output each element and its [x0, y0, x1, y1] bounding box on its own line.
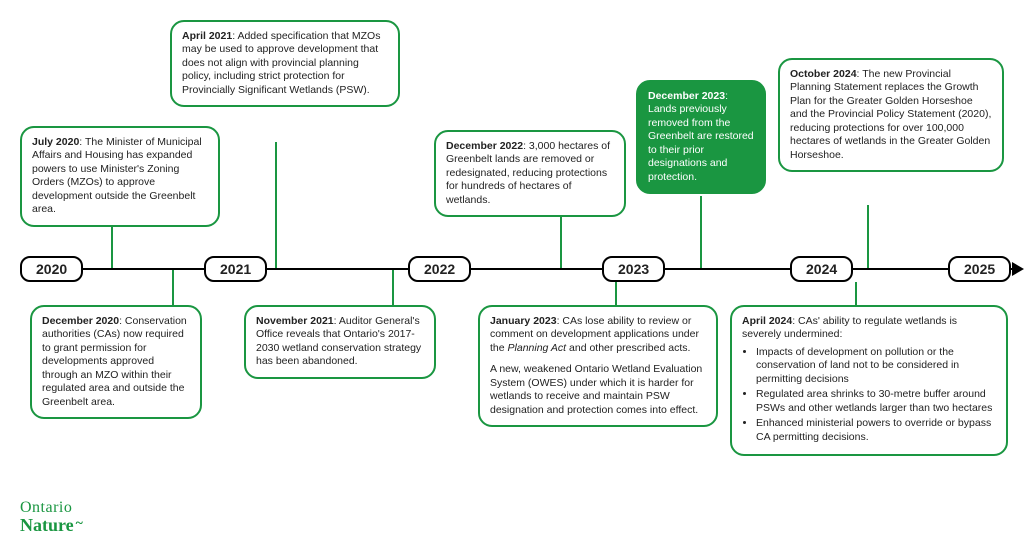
event-dec2022: December 2022: 3,000 hectares of Greenbe… [434, 130, 626, 217]
event-date: April 2021 [182, 30, 232, 42]
event-italic: Planning Act [508, 342, 567, 354]
event-oct2024: October 2024: The new Provincial Plannin… [778, 58, 1004, 172]
year-2022: 2022 [408, 256, 471, 282]
event-jan2023: January 2023: CAs lose ability to review… [478, 305, 718, 427]
event-nov2021: November 2021: Auditor General's Office … [244, 305, 436, 379]
connector [615, 282, 617, 306]
event-date: December 2023 [648, 90, 725, 102]
event-apr2024: April 2024: CAs' ability to regulate wet… [730, 305, 1008, 456]
event-para2: A new, weakened Ontario Wetland Evaluati… [490, 363, 702, 415]
connector [867, 205, 869, 268]
event-text: : The new Provincial Planning Statement … [790, 68, 991, 161]
event-dec2023: December 2023: Lands previously removed … [636, 80, 766, 194]
event-bullets: Impacts of development on pollution or t… [742, 346, 996, 444]
year-2021: 2021 [204, 256, 267, 282]
timeline-axis [20, 268, 1014, 270]
year-2025: 2025 [948, 256, 1011, 282]
event-date: July 2020 [32, 136, 79, 148]
ontario-nature-logo: Ontario Nature~ [20, 500, 83, 534]
event-apr2021: April 2021: Added specification that MZO… [170, 20, 400, 107]
event-date: April 2024 [742, 315, 792, 327]
logo-line2: Nature [20, 516, 74, 534]
logo-line1: Ontario [20, 500, 83, 516]
event-text: : Lands previously removed from the Gree… [648, 90, 754, 183]
event-date: January 2023 [490, 315, 557, 327]
connector [855, 282, 857, 306]
bullet-item: Regulated area shrinks to 30-metre buffe… [756, 388, 996, 415]
connector [700, 196, 702, 268]
event-date: October 2024 [790, 68, 857, 80]
bullet-item: Impacts of development on pollution or t… [756, 346, 996, 386]
event-date: December 2022 [446, 140, 523, 152]
timeline-arrow-icon [1012, 262, 1024, 276]
connector [275, 142, 277, 268]
bird-icon: ~ [76, 517, 83, 531]
event-date: December 2020 [42, 315, 119, 327]
connector [392, 270, 394, 306]
year-2020: 2020 [20, 256, 83, 282]
event-text: : Conservation authorities (CAs) now req… [42, 315, 187, 408]
event-date: November 2021 [256, 315, 334, 327]
connector [560, 210, 562, 268]
event-jul2020: July 2020: The Minister of Municipal Aff… [20, 126, 220, 227]
event-text: and other prescribed acts. [566, 342, 690, 354]
year-2023: 2023 [602, 256, 665, 282]
connector [172, 270, 174, 306]
year-2024: 2024 [790, 256, 853, 282]
event-dec2020: December 2020: Conservation authorities … [30, 305, 202, 419]
bullet-item: Enhanced ministerial powers to override … [756, 417, 996, 444]
